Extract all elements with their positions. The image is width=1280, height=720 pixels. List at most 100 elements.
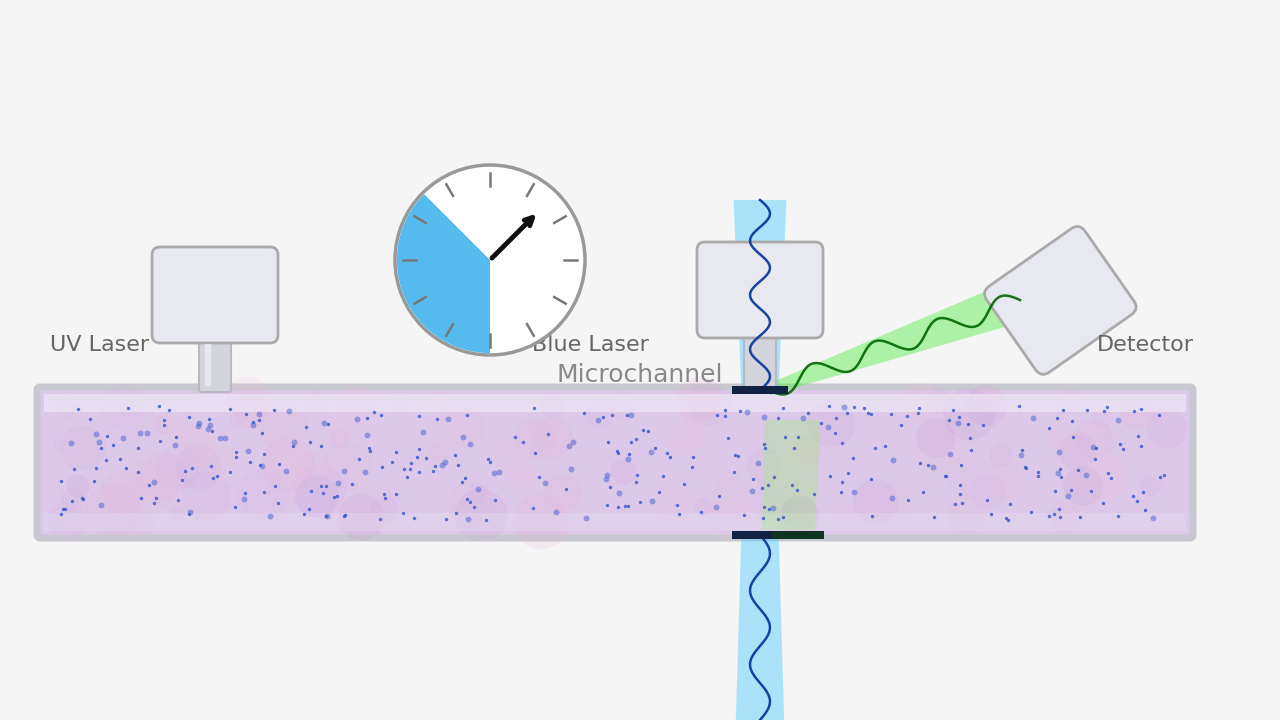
Circle shape bbox=[901, 382, 942, 423]
Circle shape bbox=[294, 451, 332, 488]
Point bbox=[72, 492, 92, 504]
Point bbox=[399, 463, 420, 474]
Point bbox=[1028, 467, 1048, 478]
Point bbox=[637, 425, 658, 436]
Point bbox=[996, 513, 1016, 524]
Point bbox=[649, 486, 669, 498]
Text: Detector: Detector bbox=[1097, 335, 1193, 355]
Circle shape bbox=[540, 392, 566, 418]
Point bbox=[476, 514, 497, 526]
Point bbox=[924, 511, 945, 523]
Point bbox=[253, 486, 274, 498]
Point bbox=[210, 432, 230, 444]
Point bbox=[410, 444, 430, 455]
Point bbox=[1051, 472, 1071, 483]
Point bbox=[238, 445, 259, 456]
Point bbox=[923, 461, 943, 472]
Point bbox=[535, 477, 556, 489]
Circle shape bbox=[488, 433, 516, 460]
Circle shape bbox=[353, 485, 394, 526]
Circle shape bbox=[175, 444, 221, 490]
Circle shape bbox=[261, 438, 315, 492]
Point bbox=[826, 413, 846, 424]
Point bbox=[714, 405, 735, 416]
Point bbox=[781, 480, 801, 491]
Point bbox=[301, 485, 321, 497]
Circle shape bbox=[334, 386, 375, 427]
Point bbox=[467, 483, 488, 495]
Point bbox=[326, 490, 347, 502]
Point bbox=[225, 451, 246, 463]
Circle shape bbox=[428, 390, 449, 412]
Point bbox=[79, 413, 100, 424]
Circle shape bbox=[123, 459, 177, 513]
Point bbox=[1124, 406, 1144, 418]
Point bbox=[145, 476, 165, 487]
Circle shape bbox=[513, 493, 570, 549]
Circle shape bbox=[1147, 408, 1188, 449]
Circle shape bbox=[292, 464, 347, 519]
Point bbox=[189, 418, 210, 429]
Circle shape bbox=[440, 405, 486, 451]
Point bbox=[950, 480, 970, 491]
Point bbox=[86, 428, 106, 440]
Point bbox=[1083, 441, 1103, 452]
Point bbox=[819, 471, 840, 482]
Point bbox=[477, 453, 498, 464]
Point bbox=[426, 413, 447, 424]
Point bbox=[602, 410, 622, 421]
Point bbox=[360, 445, 380, 456]
Point bbox=[128, 467, 148, 478]
Point bbox=[1015, 462, 1036, 473]
Point bbox=[598, 436, 618, 447]
Point bbox=[180, 506, 201, 518]
Point bbox=[617, 410, 637, 421]
Circle shape bbox=[1047, 428, 1069, 449]
Point bbox=[444, 449, 465, 461]
Point bbox=[833, 402, 854, 413]
Point bbox=[457, 409, 477, 420]
Point bbox=[632, 424, 653, 436]
Circle shape bbox=[687, 381, 731, 426]
Point bbox=[618, 448, 639, 459]
Point bbox=[334, 510, 355, 521]
Point bbox=[260, 510, 280, 522]
Point bbox=[96, 454, 116, 465]
Point bbox=[131, 492, 151, 503]
Point bbox=[938, 415, 959, 426]
Point bbox=[945, 498, 965, 510]
Point bbox=[754, 438, 774, 450]
Point bbox=[787, 484, 808, 495]
Point bbox=[842, 453, 863, 464]
Point bbox=[751, 482, 772, 494]
Point bbox=[50, 508, 70, 520]
Circle shape bbox=[223, 377, 273, 427]
Point bbox=[626, 433, 646, 444]
Point bbox=[248, 408, 269, 420]
Bar bbox=[44, 513, 1187, 531]
Point bbox=[891, 420, 911, 431]
Point bbox=[1080, 485, 1101, 497]
Point bbox=[773, 402, 794, 414]
Point bbox=[1097, 401, 1117, 413]
Point bbox=[684, 451, 704, 462]
Circle shape bbox=[466, 482, 488, 504]
Point bbox=[452, 477, 472, 488]
Circle shape bbox=[795, 438, 828, 472]
Point bbox=[608, 487, 628, 499]
Circle shape bbox=[284, 432, 303, 451]
Point bbox=[1085, 442, 1106, 454]
Point bbox=[385, 487, 406, 499]
FancyBboxPatch shape bbox=[984, 226, 1137, 374]
Circle shape bbox=[854, 479, 899, 524]
Point bbox=[913, 487, 933, 498]
Point bbox=[311, 480, 332, 492]
Point bbox=[1053, 404, 1074, 415]
Point bbox=[836, 408, 856, 419]
Point bbox=[980, 508, 1001, 520]
Point bbox=[314, 487, 334, 498]
Circle shape bbox=[1019, 451, 1064, 495]
Point bbox=[165, 432, 186, 444]
Point bbox=[279, 405, 300, 417]
Point bbox=[883, 454, 904, 466]
